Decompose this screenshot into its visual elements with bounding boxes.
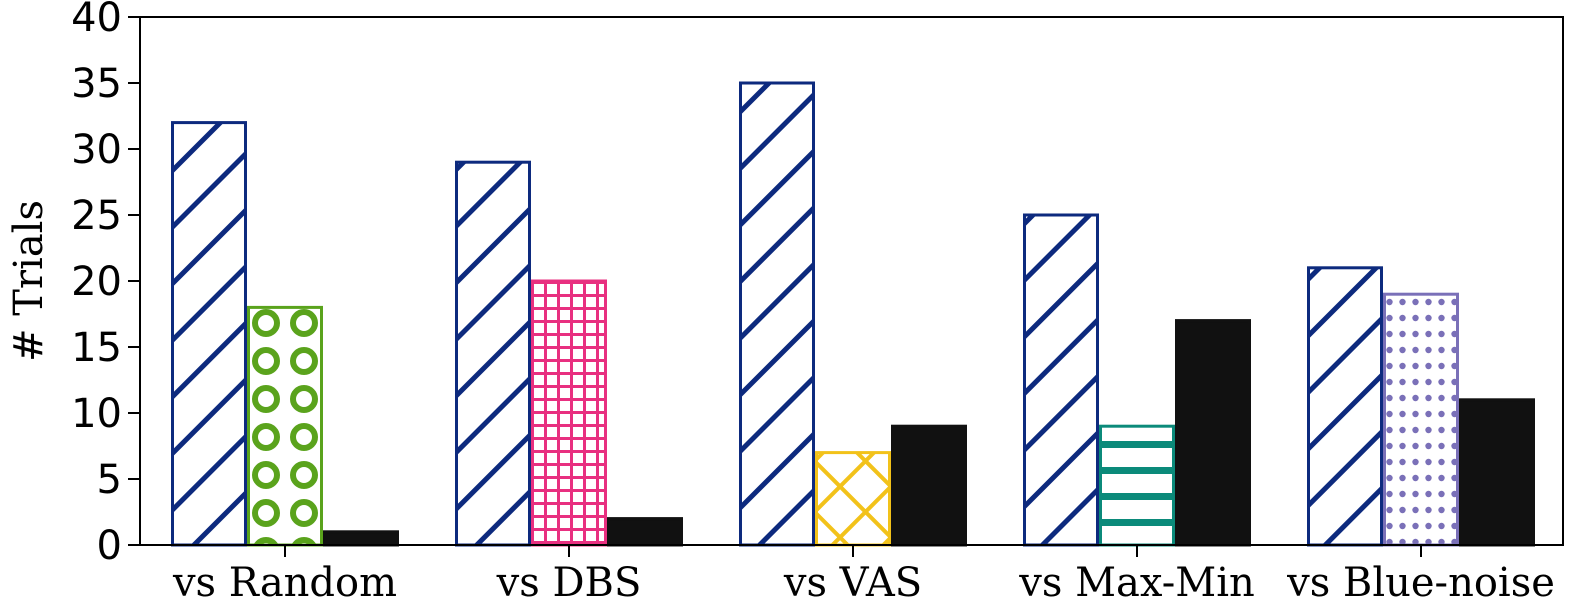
bar-series-3-5 (1459, 398, 1535, 547)
x-category-label: vs DBS (496, 560, 642, 606)
bar-series-2-4 (1099, 424, 1175, 547)
x-category-label: vs Random (172, 560, 397, 606)
bar-series-1-2 (455, 160, 531, 547)
y-axis-title: # Trials (6, 200, 52, 362)
y-axis: 0 5 10 15 20 25 30 35 40 (71, 0, 140, 569)
x-category-label: vs Max-Min (1018, 560, 1255, 606)
bar-series-1-5 (1307, 266, 1383, 547)
bars-group (171, 81, 1535, 547)
bar-series-3-1 (323, 530, 399, 547)
y-tick-label: 20 (71, 259, 122, 305)
x-category-label: vs Blue-noise (1286, 560, 1555, 606)
bar-series-2-3 (815, 451, 891, 547)
y-tick-label: 10 (71, 391, 122, 437)
bar-series-1-1 (171, 121, 247, 547)
bar-series-1-4 (1023, 213, 1099, 547)
y-tick-label: 30 (71, 127, 122, 173)
x-category-label: vs VAS (783, 560, 922, 606)
bar-series-3-3 (891, 424, 967, 547)
y-tick-label: 0 (97, 523, 122, 569)
y-tick-label: 25 (71, 193, 122, 239)
x-axis: vs Random vs DBS vs VAS vs Max-Min vs Blue-n… (172, 545, 1555, 606)
bar-series-3-4 (1175, 319, 1251, 547)
y-tick-label: 40 (71, 0, 122, 41)
bar-series-2-1 (247, 305, 323, 547)
bar-series-2-5 (1383, 292, 1459, 547)
bar-series-2-2 (531, 279, 607, 547)
y-tick-label: 5 (97, 457, 122, 503)
y-tick-label: 15 (71, 325, 122, 371)
y-tick-label: 35 (71, 61, 122, 107)
bar-series-3-2 (607, 517, 683, 547)
bar-series-1-3 (739, 81, 815, 547)
